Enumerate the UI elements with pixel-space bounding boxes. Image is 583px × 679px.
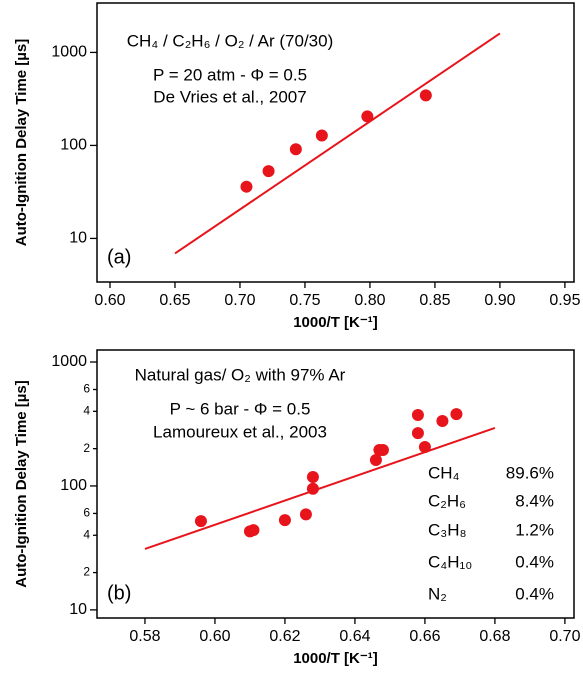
y-tick-label: 1000 (51, 353, 87, 370)
x-tick-label: 0.90 (484, 292, 515, 309)
x-tick-label: 0.85 (419, 292, 450, 309)
x-tick-label: 0.60 (94, 292, 125, 309)
data-point (411, 408, 424, 421)
data-point (194, 515, 207, 528)
y-axis-label: Auto-Ignition Delay Time [µs] (13, 39, 30, 247)
y-tick-label: 2 (83, 441, 90, 455)
annotation: P = 20 atm - Φ = 0.5 (153, 65, 307, 84)
y-tick-label: 10 (69, 230, 87, 247)
species: C₃H₈ (428, 520, 467, 539)
y-tick-label: 4 (83, 404, 90, 418)
x-tick-label: 0.70 (549, 628, 580, 645)
y-tick-label: 1000 (51, 44, 87, 61)
x-tick-label: 0.75 (289, 292, 320, 309)
species: CH₄ (428, 463, 460, 482)
data-point (306, 471, 319, 484)
panel-label: (b) (107, 582, 131, 604)
annotation: CH₄ / C₂H₆ / O₂ / Ar (70/30) (127, 31, 333, 50)
annotation: Lamoureux et al., 2003 (153, 422, 327, 441)
data-point (419, 89, 432, 102)
x-tick-label: 0.80 (354, 292, 385, 309)
fraction: 8.4% (515, 491, 554, 510)
data-point (262, 165, 275, 178)
y-tick-label: 4 (83, 527, 90, 541)
y-tick-label: 100 (60, 477, 87, 494)
x-tick-label: 0.65 (159, 292, 190, 309)
fit-line (174, 32, 501, 255)
y-tick-label: 10 (69, 601, 87, 618)
data-point (418, 441, 431, 454)
x-tick-label: 0.70 (224, 292, 255, 309)
data-point (411, 427, 424, 440)
x-tick-label: 0.66 (409, 628, 440, 645)
y-tick-label: 100 (60, 137, 87, 154)
y-axis-label: Auto-Ignition Delay Time [µs] (13, 380, 30, 588)
x-tick-label: 0.60 (199, 628, 230, 645)
x-tick-label: 0.64 (339, 628, 370, 645)
plot-frame (96, 349, 575, 619)
y-tick-label: 6 (83, 382, 90, 396)
fraction: 89.6% (506, 463, 554, 482)
data-point (376, 444, 389, 457)
data-point (369, 453, 382, 466)
data-point (299, 508, 312, 521)
annotation: De Vries et al., 2007 (153, 87, 306, 106)
y-tick-label: 2 (83, 565, 90, 579)
annotation: Natural gas/ O₂ with 97% Ar (135, 365, 346, 384)
fraction: 0.4% (515, 552, 554, 571)
data-point (243, 525, 256, 538)
data-point (436, 415, 449, 428)
x-tick-label: 0.68 (479, 628, 510, 645)
y-tick-label: 6 (83, 506, 90, 520)
data-point (289, 143, 302, 156)
x-tick-label: 0.58 (129, 628, 160, 645)
data-point (450, 408, 463, 421)
data-point (361, 110, 374, 123)
x-tick-label: 0.95 (549, 292, 580, 309)
fit-line (144, 426, 496, 550)
fraction: 0.4% (515, 584, 554, 603)
data-point (306, 482, 319, 495)
x-axis-label: 1000/T [K⁻¹] (293, 314, 378, 331)
data-point (240, 180, 253, 193)
data-point (278, 514, 291, 527)
species: C₂H₆ (428, 491, 466, 510)
fraction: 1.2% (515, 520, 554, 539)
x-tick-label: 0.62 (269, 628, 300, 645)
annotation: P ~ 6 bar - Φ = 0.5 (170, 399, 311, 418)
x-axis-label: 1000/T [K⁻¹] (293, 650, 378, 667)
plot-frame (96, 2, 575, 283)
data-point (315, 129, 328, 142)
species: N₂ (428, 584, 447, 603)
species: C₄H₁₀ (428, 552, 472, 571)
panel-label: (a) (107, 246, 131, 268)
